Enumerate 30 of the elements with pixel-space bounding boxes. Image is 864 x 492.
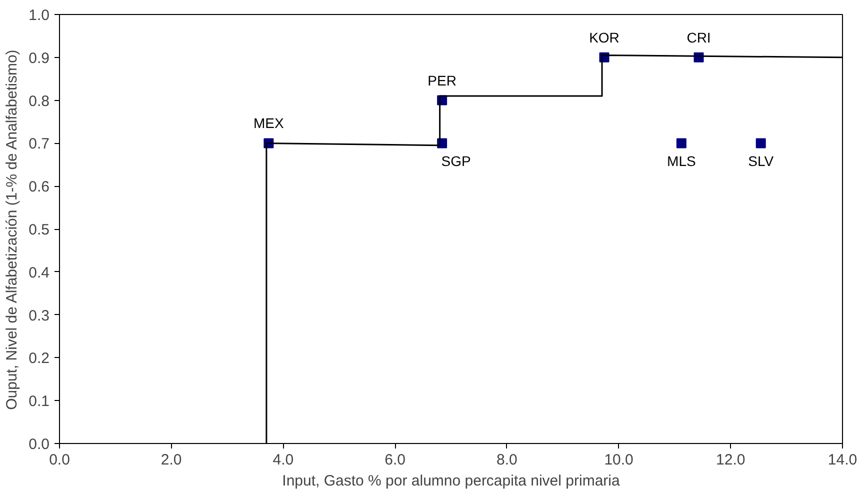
y-tick-label: 0.6 (28, 178, 50, 196)
y-tick-label: 0.8 (28, 92, 50, 110)
annotation: MEX (254, 115, 285, 132)
y-tick-label: 0.5 (28, 222, 50, 238)
x-tick-label: 2.0 (160, 452, 182, 468)
annotation: KOR (589, 29, 620, 46)
annotation: CRI (686, 29, 711, 46)
y-tick-label: 0.0 (28, 436, 50, 453)
y-tick-label: 0.3 (28, 307, 50, 324)
point (676, 138, 686, 148)
x-tick-label: 14.0 (828, 452, 858, 468)
x-tick-label: 12.0 (716, 452, 746, 468)
annotation: PER (428, 72, 456, 88)
x-tick-label: 4.0 (272, 452, 294, 468)
annotation: SLV (748, 153, 774, 170)
x-tick-label: 8.0 (496, 452, 518, 468)
x-axis-title: Input, Gasto % por alumno percapita nivel primaria (282, 472, 620, 490)
y-tick-label: 0.9 (28, 50, 50, 67)
y-tick-label: 1.0 (28, 7, 50, 24)
point (756, 138, 766, 148)
x-tick-label: 10.0 (604, 452, 634, 468)
x-tick-label: 6.0 (384, 452, 406, 468)
y-tick-label: 0.2 (28, 350, 50, 368)
y-tick-label: 0.7 (28, 136, 50, 153)
annotation: SGP (441, 153, 471, 170)
y-axis-title: Ouput, Nivel de Alfabetización (1-% de Analfabetismo) (4, 50, 21, 410)
y-tick-label: 0.4 (28, 264, 50, 282)
annotation: MLS (667, 153, 696, 170)
x-tick-label: 0.0 (49, 452, 70, 468)
y-tick-label: 0.1 (28, 393, 50, 410)
